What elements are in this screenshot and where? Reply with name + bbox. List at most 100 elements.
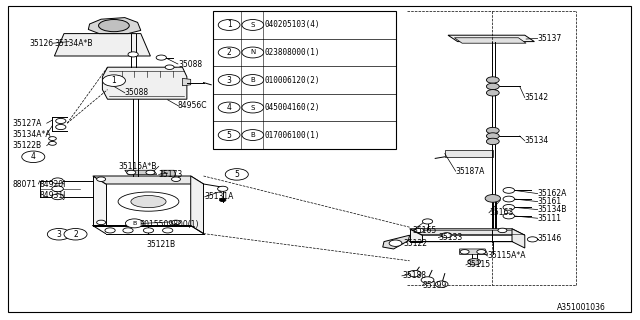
Circle shape <box>242 47 264 58</box>
Circle shape <box>143 228 154 233</box>
Polygon shape <box>410 229 422 242</box>
Text: 017006100(1): 017006100(1) <box>264 131 320 140</box>
Text: 35122: 35122 <box>403 239 428 248</box>
Circle shape <box>127 170 136 175</box>
Circle shape <box>218 47 240 58</box>
Circle shape <box>486 133 499 139</box>
Bar <box>213 11 396 149</box>
Text: S: S <box>251 105 255 110</box>
Text: 35163: 35163 <box>489 208 513 217</box>
Circle shape <box>146 170 155 175</box>
Circle shape <box>486 90 499 96</box>
Text: B: B <box>250 77 255 83</box>
Circle shape <box>22 151 45 163</box>
Text: 35115A*B: 35115A*B <box>118 162 157 171</box>
Circle shape <box>123 228 133 233</box>
Text: 35133: 35133 <box>438 233 463 242</box>
Circle shape <box>102 75 125 86</box>
Text: 5: 5 <box>234 170 239 179</box>
Text: B: B <box>132 221 136 226</box>
Text: 35187A: 35187A <box>456 167 485 176</box>
Text: 84920I: 84920I <box>40 180 66 188</box>
Circle shape <box>435 281 448 287</box>
Circle shape <box>486 77 499 83</box>
Circle shape <box>97 177 106 181</box>
Text: B015509800(1): B015509800(1) <box>140 220 199 228</box>
Text: A351001036: A351001036 <box>557 303 605 312</box>
Circle shape <box>218 75 240 85</box>
Polygon shape <box>125 170 157 174</box>
Circle shape <box>498 228 507 233</box>
Text: 35142: 35142 <box>525 93 549 102</box>
Text: 35134A*B: 35134A*B <box>54 39 93 48</box>
Polygon shape <box>410 229 525 235</box>
Text: N: N <box>250 50 255 55</box>
Polygon shape <box>54 34 150 56</box>
Circle shape <box>128 52 138 57</box>
Text: 35131A: 35131A <box>205 192 234 201</box>
Text: 5: 5 <box>227 131 232 140</box>
Circle shape <box>172 177 180 181</box>
Text: 35127A: 35127A <box>13 119 42 128</box>
Circle shape <box>422 219 433 224</box>
Text: 023808000(1): 023808000(1) <box>264 48 320 57</box>
Text: 35162A: 35162A <box>538 189 567 198</box>
Text: 84931J: 84931J <box>40 191 66 200</box>
Circle shape <box>485 195 500 202</box>
Polygon shape <box>460 249 488 254</box>
Text: 35137: 35137 <box>538 34 562 43</box>
Polygon shape <box>182 78 191 86</box>
Circle shape <box>242 75 264 85</box>
Circle shape <box>56 124 66 130</box>
Text: 045004160(2): 045004160(2) <box>264 103 320 112</box>
Circle shape <box>242 20 264 30</box>
Circle shape <box>49 141 56 145</box>
Polygon shape <box>454 38 526 43</box>
Text: 4: 4 <box>227 103 232 112</box>
Circle shape <box>225 169 248 180</box>
Circle shape <box>218 130 240 140</box>
Text: 35126: 35126 <box>29 39 53 48</box>
Circle shape <box>460 250 469 254</box>
Polygon shape <box>93 176 204 234</box>
Text: 35111: 35111 <box>538 214 562 223</box>
Circle shape <box>97 220 106 225</box>
Circle shape <box>503 196 515 202</box>
Circle shape <box>47 228 70 240</box>
Circle shape <box>218 186 228 191</box>
Text: 35134B: 35134B <box>538 205 567 214</box>
Circle shape <box>218 102 240 113</box>
Circle shape <box>172 220 180 225</box>
Text: 35165: 35165 <box>413 226 437 235</box>
Circle shape <box>468 259 481 265</box>
Circle shape <box>156 55 166 60</box>
Circle shape <box>105 228 115 233</box>
Circle shape <box>486 83 499 90</box>
Circle shape <box>503 188 515 193</box>
Text: 35173: 35173 <box>159 170 183 179</box>
Text: S: S <box>251 22 255 28</box>
Circle shape <box>52 186 63 192</box>
Circle shape <box>64 228 87 240</box>
Ellipse shape <box>118 192 179 211</box>
Text: 35146: 35146 <box>538 234 562 243</box>
Text: 35188: 35188 <box>402 271 426 280</box>
Text: 35088: 35088 <box>178 60 202 68</box>
Circle shape <box>421 277 434 283</box>
Circle shape <box>503 213 515 219</box>
Polygon shape <box>93 176 106 226</box>
Polygon shape <box>161 170 176 176</box>
Polygon shape <box>102 67 187 99</box>
Circle shape <box>242 102 264 113</box>
Circle shape <box>477 250 486 254</box>
Text: 2: 2 <box>73 230 78 239</box>
Polygon shape <box>445 150 493 157</box>
Polygon shape <box>448 35 534 42</box>
Polygon shape <box>383 235 410 249</box>
Circle shape <box>389 240 402 246</box>
Circle shape <box>218 20 240 30</box>
Circle shape <box>125 219 143 228</box>
Polygon shape <box>93 176 204 184</box>
Text: 35134: 35134 <box>525 136 549 145</box>
Text: 35134A*A: 35134A*A <box>13 130 51 139</box>
